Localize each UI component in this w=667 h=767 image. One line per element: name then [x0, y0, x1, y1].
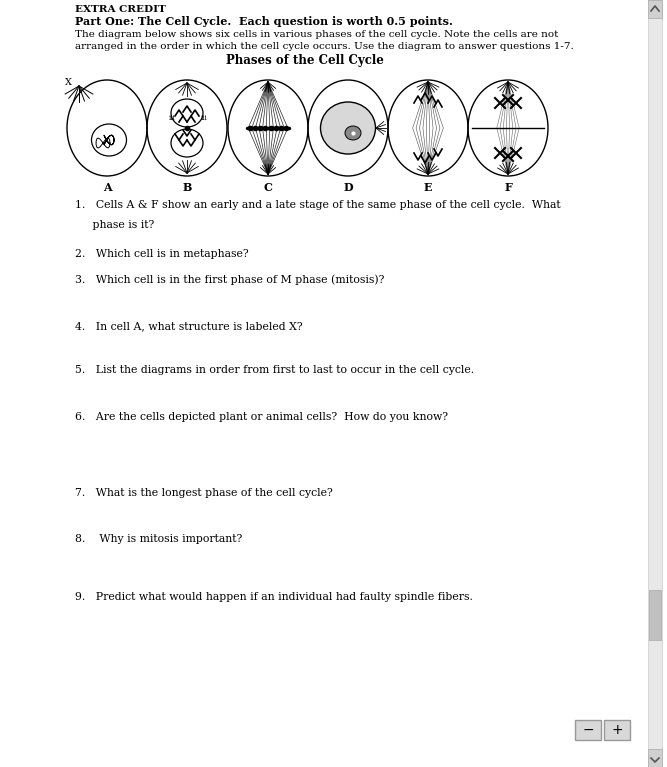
- Ellipse shape: [321, 102, 376, 154]
- Text: D: D: [344, 182, 353, 193]
- Text: phase is it?: phase is it?: [75, 220, 154, 230]
- Text: iii: iii: [201, 114, 207, 122]
- Text: 1.   Cells A & F show an early and a late stage of the same phase of the cell cy: 1. Cells A & F show an early and a late …: [75, 200, 561, 210]
- FancyBboxPatch shape: [575, 720, 601, 740]
- Text: Part One: The Cell Cycle.  Each question is worth 0.5 points.: Part One: The Cell Cycle. Each question …: [75, 16, 453, 27]
- Text: F: F: [504, 182, 512, 193]
- FancyBboxPatch shape: [648, 0, 662, 18]
- Text: C: C: [263, 182, 272, 193]
- FancyBboxPatch shape: [649, 590, 661, 640]
- Text: The diagram below shows six cells in various phases of the cell cycle. Note the : The diagram below shows six cells in var…: [75, 30, 558, 39]
- FancyBboxPatch shape: [604, 720, 630, 740]
- Text: 5.   List the diagrams in order from first to last to occur in the cell cycle.: 5. List the diagrams in order from first…: [75, 365, 474, 375]
- Text: Phases of the Cell Cycle: Phases of the Cell Cycle: [226, 54, 384, 67]
- Text: 2.   Which cell is in metaphase?: 2. Which cell is in metaphase?: [75, 249, 249, 259]
- Text: +: +: [611, 723, 623, 737]
- Text: 9.   Predict what would happen if an individual had faulty spindle fibers.: 9. Predict what would happen if an indiv…: [75, 592, 473, 602]
- Text: EXTRA CREDIT: EXTRA CREDIT: [75, 5, 166, 14]
- Text: B: B: [182, 182, 191, 193]
- Text: 8.    Why is mitosis important?: 8. Why is mitosis important?: [75, 534, 242, 544]
- Text: X: X: [65, 78, 72, 87]
- Text: 3.   Which cell is in the first phase of M phase (mitosis)?: 3. Which cell is in the first phase of M…: [75, 274, 384, 285]
- Text: iii: iii: [169, 114, 175, 122]
- Text: 7.   What is the longest phase of the cell cycle?: 7. What is the longest phase of the cell…: [75, 488, 333, 498]
- FancyBboxPatch shape: [648, 749, 662, 767]
- FancyBboxPatch shape: [648, 0, 662, 767]
- Text: E: E: [424, 182, 432, 193]
- Text: 6.   Are the cells depicted plant or animal cells?  How do you know?: 6. Are the cells depicted plant or anima…: [75, 412, 448, 422]
- Text: A: A: [103, 182, 111, 193]
- Text: −: −: [582, 723, 594, 737]
- Text: 4.   In cell A, what structure is labeled X?: 4. In cell A, what structure is labeled …: [75, 321, 303, 331]
- Ellipse shape: [345, 126, 361, 140]
- Text: arranged in the order in which the cell cycle occurs. Use the diagram to answer : arranged in the order in which the cell …: [75, 42, 574, 51]
